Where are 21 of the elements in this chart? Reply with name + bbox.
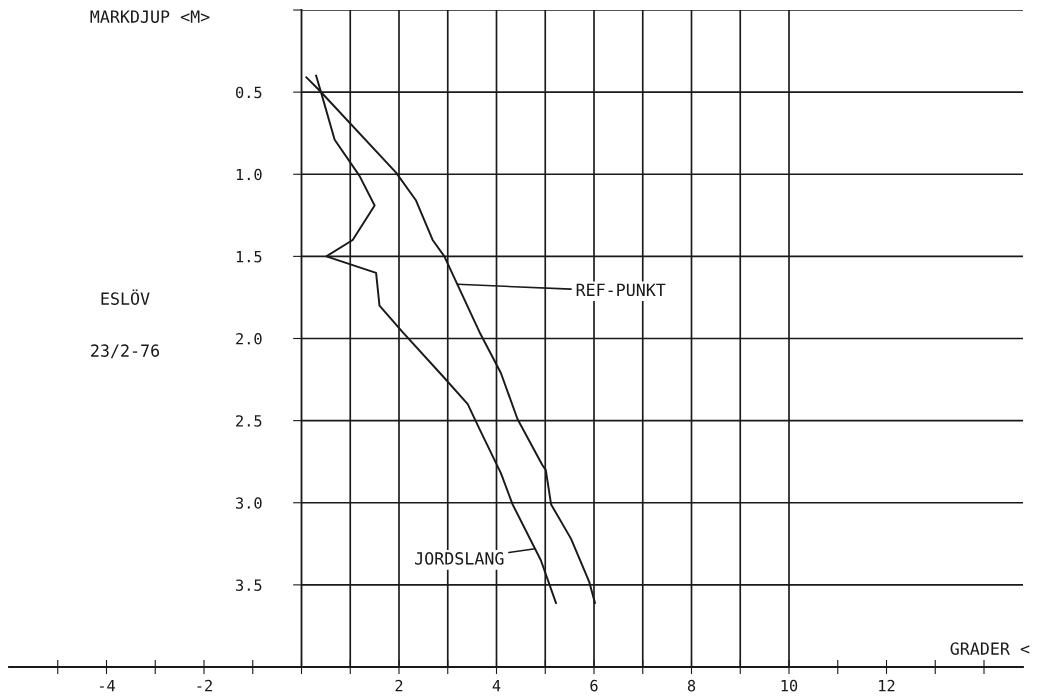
y-tick-label: 2.0	[236, 333, 262, 345]
x-tick-label: 10	[781, 679, 798, 692]
x-tick-label: -4	[99, 680, 115, 692]
x-tick-label: 2	[395, 679, 403, 692]
y-axis-title: MARKDJUP <M>	[90, 10, 210, 23]
y-tick-label: 3.0	[236, 497, 262, 509]
annotation: ESLÖV	[101, 289, 150, 305]
x-axis-title: GRADER <	[950, 642, 1030, 655]
y-tick-label: 0.5	[236, 86, 262, 99]
y-tick-label: 2.5	[236, 415, 262, 427]
annotation: 23/2-76	[91, 344, 160, 359]
x-tick-label: 4	[492, 680, 501, 692]
y-tick-label: 1.5	[236, 251, 262, 263]
x-tick-label: 6	[590, 679, 598, 692]
x-tick-label: 8	[687, 679, 696, 692]
x-tick-label: -2	[197, 679, 212, 692]
y-tick-label: 3.5	[236, 579, 262, 591]
y-tick-label: 1.0	[236, 168, 262, 181]
annotation: JORDSLANG	[415, 552, 504, 565]
x-tick-label: 12	[879, 679, 895, 692]
annotation: REF-PUNKT	[576, 283, 666, 297]
